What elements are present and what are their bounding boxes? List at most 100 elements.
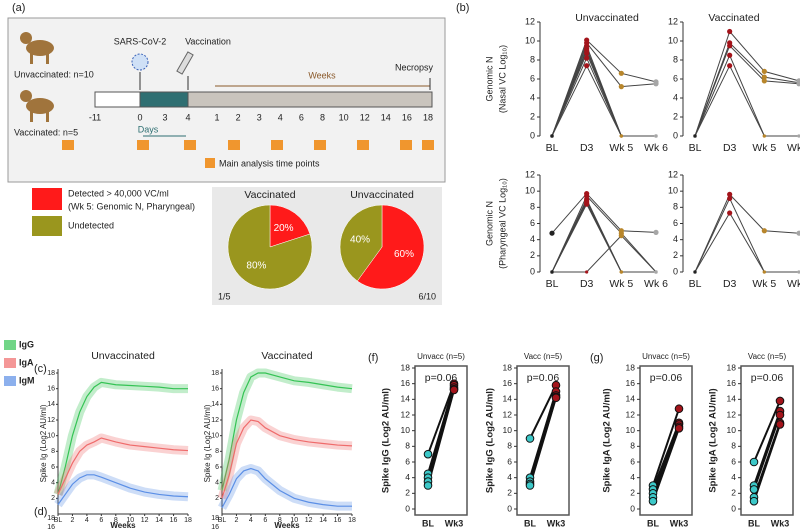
y-tick-label: 10 <box>727 425 737 435</box>
x-tick-label: 4 <box>85 517 89 524</box>
legend-swatch <box>32 188 62 210</box>
x-tick-label: BL <box>218 517 227 524</box>
pair-point <box>674 404 684 414</box>
animal-point <box>653 229 659 235</box>
y-tick-label: 8 <box>507 441 512 451</box>
animal-point <box>762 270 766 274</box>
pair-line <box>529 391 557 478</box>
y-tick-label: 18 <box>401 362 411 372</box>
x-tick-label: BL <box>54 517 63 524</box>
y-tick-label: 12 <box>525 169 535 179</box>
mean-line <box>221 419 353 499</box>
animal-point <box>618 70 624 76</box>
y-tick-label: 10 <box>525 186 535 196</box>
y-axis-label: (Nasal VC Log₁₀) <box>497 45 507 113</box>
group-label: Vaccinated: n=5 <box>14 127 78 137</box>
pair-line <box>427 383 455 455</box>
pair-line <box>652 427 680 502</box>
y-tick-label: 12 <box>503 409 513 419</box>
plot-frame <box>516 365 570 516</box>
animal-line <box>551 195 657 273</box>
mean-line <box>57 474 189 505</box>
pair-point <box>775 420 785 429</box>
legend-swatch <box>4 358 16 368</box>
y-axis-label: Spike Ig (Log2 AU/ml) <box>203 404 212 482</box>
animal-point <box>797 270 800 274</box>
panel-label: (d) <box>34 506 47 518</box>
pair-point <box>749 496 759 506</box>
timeline-pre <box>94 91 141 108</box>
day-tick-label: -11 <box>89 112 101 122</box>
pair-point <box>674 424 684 433</box>
y-tick-label: 6 <box>405 456 410 466</box>
y-tick-label: 8 <box>51 448 55 455</box>
y-tick-label: 16 <box>211 386 219 393</box>
y-tick-label: 18 <box>626 362 636 372</box>
timeline-days <box>139 91 189 108</box>
animal-point <box>619 134 623 138</box>
y-tick-label: 10 <box>668 186 678 196</box>
animal-point <box>653 81 659 87</box>
y-tick-label: 0 <box>673 130 678 140</box>
x-tick-label: D3 <box>580 142 594 154</box>
y-tick-label: 10 <box>503 425 513 435</box>
animal-point <box>654 134 658 138</box>
y-tick-label: 4 <box>673 234 678 244</box>
animal-point <box>727 43 733 49</box>
y-axis-label: Spike IgA (Log2 AU/ml) <box>602 388 613 492</box>
animal-point <box>797 134 800 138</box>
pair-point <box>749 485 759 494</box>
plot-title: Vacc (n=5) <box>748 352 787 361</box>
pair-point <box>551 393 561 403</box>
animal-point <box>618 233 624 239</box>
y-tick-label: 6 <box>530 218 535 228</box>
y-tick-label: 0 <box>673 266 678 276</box>
animal-point <box>584 63 590 69</box>
y-tick-label: 4 <box>530 92 535 102</box>
y-tick-label: 16 <box>626 378 636 388</box>
pair-line <box>652 408 680 486</box>
pie-value-label: 80% <box>246 260 266 271</box>
y-tick-label: 4 <box>215 480 219 487</box>
y-tick-label: 12 <box>626 409 636 419</box>
y-tick-label: 12 <box>668 169 678 179</box>
y-tick-label: 18 <box>503 362 513 372</box>
animal-line <box>551 64 656 137</box>
y-tick-label: 6 <box>673 218 678 228</box>
y-tick-label: 4 <box>530 234 535 244</box>
x-tick-label: Wk3 <box>547 518 566 528</box>
x-axis-label: Weeks <box>110 521 136 530</box>
animal-line <box>694 30 800 137</box>
pair-line <box>753 424 781 502</box>
y-tick-label: 0 <box>731 503 736 513</box>
x-tick-label: Wk3 <box>445 518 464 528</box>
legend-swatch <box>4 340 16 350</box>
y-axis-label: Spike IgA (Log2 AU/ml) <box>708 388 719 492</box>
x-tick-label: 18 <box>348 517 356 524</box>
y-tick-label: 4 <box>731 472 736 482</box>
event-label: Vaccination <box>185 36 231 46</box>
animal-line <box>694 212 799 273</box>
animal-line <box>694 193 800 273</box>
pair-point <box>449 385 459 395</box>
panel-label: (b) <box>456 2 469 14</box>
y-tick-label: 12 <box>525 16 535 26</box>
plot-title: Unvacc (n=5) <box>642 352 690 361</box>
animal-line <box>694 42 800 137</box>
y-tick-label: 0 <box>405 503 410 513</box>
y-tick-label: 8 <box>731 441 736 451</box>
y-tick-label: 16 <box>503 378 513 388</box>
animal-point <box>761 78 767 84</box>
y-axis-label: Genomic N <box>484 56 494 101</box>
y-tick-label: 18 <box>727 362 737 372</box>
x-tick-label: 14 <box>155 517 163 524</box>
virus-icon <box>131 53 149 71</box>
week-tick-label: 2 <box>236 112 241 122</box>
pair-line <box>529 397 557 486</box>
animal-point <box>727 195 733 202</box>
legend-swatch <box>4 376 16 386</box>
animal-point <box>584 55 590 61</box>
y-tick-label: 0 <box>530 266 535 276</box>
pair-line <box>427 389 455 486</box>
week-tick-label: 3 <box>257 112 262 122</box>
